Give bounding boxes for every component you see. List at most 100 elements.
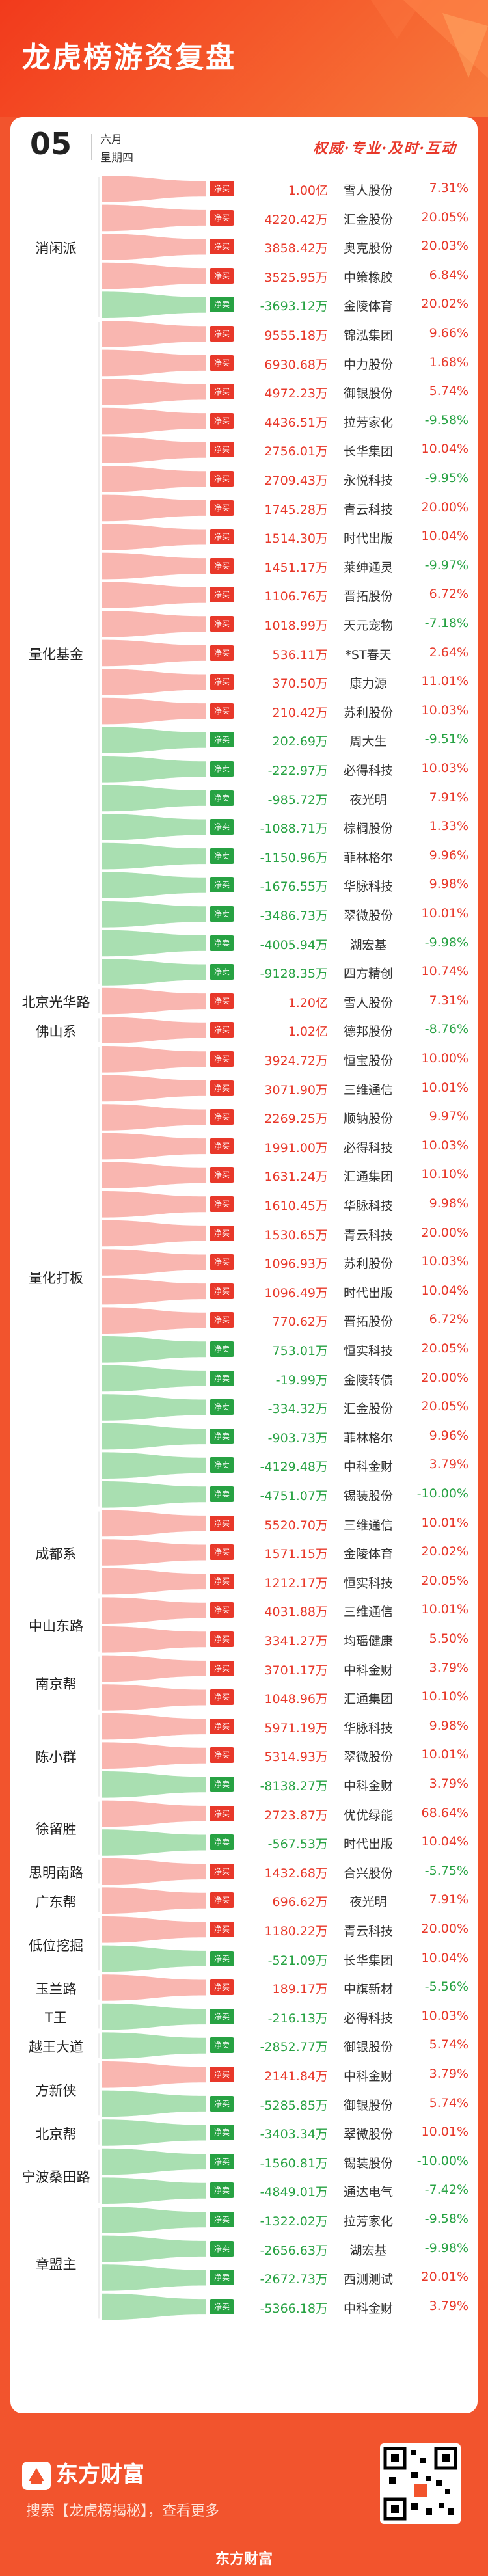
trade-row[interactable]: 净卖 -1088.71万 棕榈股份 1.33%: [10, 812, 478, 841]
stock-name[interactable]: 青云科技: [343, 1228, 393, 1242]
stock-name[interactable]: 合兴股份: [343, 1866, 393, 1881]
stock-name[interactable]: 中科金财: [343, 2069, 393, 2084]
stock-name[interactable]: 通达电气: [343, 2185, 393, 2200]
trade-row[interactable]: 净买 4436.51万 拉芳家化 -9.58%: [10, 407, 478, 435]
trade-row[interactable]: 净卖 -9128.35万 四方精创 10.74%: [10, 958, 478, 986]
trade-row[interactable]: 净买 3525.95万 中策橡胶 6.84%: [10, 262, 478, 290]
trade-row[interactable]: 净买 3858.42万 奥克股份 20.03%: [10, 232, 478, 261]
stock-name[interactable]: 拉芳家化: [343, 415, 393, 430]
trade-row[interactable]: 净买 1212.17万 恒实科技 20.05%: [10, 1567, 478, 1596]
stock-name[interactable]: 金陵转债: [343, 1373, 393, 1388]
stock-name[interactable]: 中策橡胶: [343, 270, 393, 285]
stock-name[interactable]: 优优绿能: [343, 1808, 393, 1823]
stock-name[interactable]: 汇通集团: [343, 1170, 393, 1185]
stock-name[interactable]: 西测测试: [343, 2272, 393, 2287]
stock-name[interactable]: 青云科技: [343, 502, 393, 517]
stock-name[interactable]: 长华集团: [343, 1953, 393, 1968]
stock-name[interactable]: 天元宠物: [343, 619, 393, 633]
trade-row[interactable]: 净买 2269.25万 顺钠股份 9.97%: [10, 1103, 478, 1131]
trade-row[interactable]: 净卖 -4129.48万 中科金财 3.79%: [10, 1451, 478, 1479]
stock-name[interactable]: 三维通信: [343, 1082, 393, 1097]
trade-row[interactable]: 净卖 -3403.34万 翠微股份 10.01%: [10, 2118, 478, 2147]
trade-row[interactable]: 净卖 -1676.55万 华脉科技 9.98%: [10, 870, 478, 899]
trade-row[interactable]: 净卖 -216.13万 必得科技 10.03%: [10, 2002, 478, 2031]
trade-row[interactable]: 净买 4031.88万 三维通信 10.01%: [10, 1596, 478, 1624]
trade-row[interactable]: 净卖 -3693.12万 金陵体育 20.02%: [10, 290, 478, 319]
trade-row[interactable]: 净卖 -1322.02万 拉芳家化 -9.58%: [10, 2205, 478, 2234]
trade-row[interactable]: 净买 5520.70万 三维通信 10.01%: [10, 1509, 478, 1538]
trade-row[interactable]: 净买 1048.96万 汇通集团 10.10%: [10, 1683, 478, 1711]
stock-name[interactable]: 夜光明: [349, 1895, 387, 1910]
stock-name[interactable]: 御银股份: [343, 386, 393, 401]
trade-row[interactable]: 净卖 -2656.63万 湖宏基 -9.98%: [10, 2234, 478, 2263]
trade-row[interactable]: 净卖 -3486.73万 翠微股份 10.01%: [10, 900, 478, 928]
trade-row[interactable]: 净买 1514.30万 时代出版 10.04%: [10, 522, 478, 551]
trade-row[interactable]: 净买 2709.43万 永悦科技 -9.95%: [10, 464, 478, 493]
stock-name[interactable]: 湖宏基: [349, 2243, 387, 2258]
trade-row[interactable]: 净买 3924.72万 恒宝股份 10.00%: [10, 1045, 478, 1073]
trade-row[interactable]: 净买 1991.00万 必得科技 10.03%: [10, 1132, 478, 1161]
qr-code[interactable]: [380, 2443, 461, 2524]
trade-row[interactable]: 净卖 -2672.73万 西测测试 20.01%: [10, 2263, 478, 2292]
trade-row[interactable]: 净买 5971.19万 华脉科技 9.98%: [10, 1712, 478, 1741]
trade-row[interactable]: 净买 536.11万 *ST春天 2.64%: [10, 639, 478, 667]
trade-row[interactable]: 净卖 -8138.27万 中科金财 3.79%: [10, 1770, 478, 1799]
trade-row[interactable]: 净买 2723.87万 优优绿能 68.64%: [10, 1799, 478, 1828]
trade-row[interactable]: 净买 1745.28万 青云科技 20.00%: [10, 494, 478, 522]
stock-name[interactable]: 中科金财: [343, 2301, 393, 2316]
stock-name[interactable]: 中科金财: [343, 1460, 393, 1475]
trade-row[interactable]: 净卖 202.69万 周大生 -9.51%: [10, 725, 478, 754]
stock-name[interactable]: 华脉科技: [343, 879, 393, 894]
trade-row[interactable]: 净卖 -334.32万 汇金股份 20.05%: [10, 1393, 478, 1421]
trade-row[interactable]: 净买 370.50万 康力源 11.01%: [10, 667, 478, 696]
stock-name[interactable]: 中力股份: [343, 357, 393, 372]
stock-name[interactable]: 顺钠股份: [343, 1112, 393, 1127]
stock-name[interactable]: 雪人股份: [343, 995, 393, 1010]
trade-row[interactable]: 净买 1432.68万 合兴股份 -5.75%: [10, 1857, 478, 1886]
trade-row[interactable]: 净卖 -567.53万 时代出版 10.04%: [10, 1828, 478, 1857]
stock-name[interactable]: 德邦股份: [343, 1025, 393, 1040]
stock-name[interactable]: 御银股份: [343, 2040, 393, 2055]
trade-row[interactable]: 净买 5314.93万 翠微股份 10.01%: [10, 1741, 478, 1769]
trade-row[interactable]: 净买 770.62万 晋拓股份 6.72%: [10, 1306, 478, 1334]
stock-name[interactable]: 青云科技: [343, 1924, 393, 1939]
trade-row[interactable]: 净卖 -5366.18万 中科金财 3.79%: [10, 2292, 478, 2321]
trade-row[interactable]: 净买 9555.18万 锦泓集团 9.66%: [10, 319, 478, 348]
stock-name[interactable]: 湖宏基: [349, 937, 387, 952]
trade-row[interactable]: 净买 6930.68万 中力股份 1.68%: [10, 349, 478, 377]
trade-row[interactable]: 净卖 -4751.07万 锡装股份 -10.00%: [10, 1480, 478, 1509]
stock-name[interactable]: 康力源: [349, 677, 387, 691]
trade-row[interactable]: 净买 3701.17万 中科金财 3.79%: [10, 1654, 478, 1683]
stock-name[interactable]: 三维通信: [343, 1605, 393, 1620]
trade-row[interactable]: 净卖 -4005.94万 湖宏基 -9.98%: [10, 929, 478, 958]
stock-name[interactable]: 华脉科技: [343, 1199, 393, 1213]
trade-row[interactable]: 净买 3341.27万 均瑶健康 5.50%: [10, 1625, 478, 1654]
stock-name[interactable]: 翠微股份: [343, 909, 393, 923]
trade-row[interactable]: 净卖 -19.99万 金陵转债 20.00%: [10, 1364, 478, 1393]
stock-name[interactable]: 华脉科技: [343, 1721, 393, 1736]
stock-name[interactable]: 金陵体育: [343, 299, 393, 314]
stock-name[interactable]: 汇金股份: [343, 1402, 393, 1417]
trade-row[interactable]: 净买 2756.01万 长华集团 10.04%: [10, 435, 478, 464]
trade-row[interactable]: 净卖 -903.73万 菲林格尔 9.96%: [10, 1422, 478, 1451]
stock-name[interactable]: 锦泓集团: [343, 329, 393, 343]
trade-row[interactable]: 净买 1018.99万 天元宠物 -7.18%: [10, 610, 478, 638]
stock-name[interactable]: 拉芳家化: [343, 2214, 393, 2229]
stock-name[interactable]: 苏利股份: [343, 1257, 393, 1272]
trade-row[interactable]: 净买 1.02亿 德邦股份 -8.76%: [10, 1015, 478, 1044]
trade-row[interactable]: 净买 1.00亿 雪人股份 7.31%: [10, 174, 478, 203]
stock-name[interactable]: 恒实科技: [343, 1576, 393, 1590]
stock-name[interactable]: 长华集团: [343, 444, 393, 459]
trade-row[interactable]: 净买 3071.90万 三维通信 10.01%: [10, 1074, 478, 1103]
trade-row[interactable]: 净买 1631.24万 汇通集团 10.10%: [10, 1161, 478, 1189]
trade-row[interactable]: 净卖 -5285.85万 御银股份 5.74%: [10, 2089, 478, 2118]
stock-name[interactable]: 均瑶健康: [343, 1634, 393, 1648]
stock-name[interactable]: 四方精创: [343, 967, 393, 982]
stock-name[interactable]: 时代出版: [343, 531, 393, 546]
trade-row[interactable]: 净买 1106.76万 晋拓股份 6.72%: [10, 580, 478, 609]
stock-name[interactable]: 周大生: [349, 734, 387, 749]
stock-name[interactable]: 奥克股份: [343, 241, 393, 256]
stock-name[interactable]: 菲林格尔: [343, 850, 393, 865]
stock-name[interactable]: 中旗新材: [343, 1982, 393, 1997]
stock-name[interactable]: 锡装股份: [343, 2156, 393, 2171]
